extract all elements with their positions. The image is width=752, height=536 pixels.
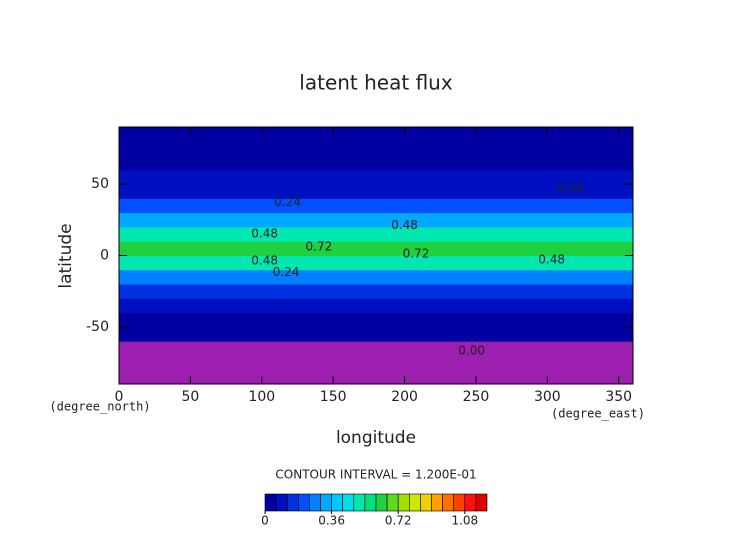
field-band — [119, 169, 633, 185]
x-tick-label: 250 — [463, 389, 490, 405]
field-band — [119, 212, 633, 228]
colorbar-tick-label: 0.72 — [385, 514, 412, 528]
field-band — [119, 155, 633, 171]
field-band — [119, 269, 633, 285]
contour-label: 0.24 — [273, 265, 300, 279]
chart-title: latent heat flux — [299, 71, 453, 95]
colorbar-swatch — [408, 493, 421, 512]
contour-interval: CONTOUR INTERVAL = 1.200E-01 — [275, 468, 476, 482]
y-axis-label: latitude — [56, 223, 76, 288]
field-band — [119, 326, 633, 342]
colorbar-swatch — [431, 493, 443, 512]
colorbar-tick-label: 1.08 — [451, 514, 478, 528]
colorbar-tick-label: 0 — [261, 514, 269, 528]
field-band — [119, 284, 633, 299]
colorbar-swatch — [264, 493, 277, 512]
contour-label: 0.72 — [306, 239, 333, 253]
colorbar-swatch — [286, 493, 299, 512]
colorbar-swatch — [320, 493, 332, 512]
contour-label: 0.24 — [557, 181, 584, 195]
y-tick-label: 50 — [91, 176, 109, 192]
colorbar-swatch — [442, 493, 455, 512]
contour-label: 0.72 — [403, 247, 430, 261]
contour-label: 0.48 — [251, 227, 278, 241]
colorbar-swatch — [364, 493, 377, 512]
x-tick-label: 0 — [115, 389, 124, 405]
field-band — [119, 341, 633, 356]
contour-label: 0.48 — [538, 252, 565, 266]
x-tick-label: 200 — [391, 389, 418, 405]
x-axis-label: longitude — [336, 428, 416, 448]
field-band — [119, 355, 633, 371]
field-band — [119, 127, 633, 142]
x-tick-label: 100 — [248, 389, 275, 405]
colorbar-swatch — [353, 493, 366, 512]
field-band — [119, 226, 633, 242]
colorbar-swatch — [420, 493, 432, 512]
colorbar-swatch — [331, 493, 344, 512]
contour-label: 0.48 — [391, 218, 418, 232]
colorbar-swatch — [453, 493, 466, 512]
field-band — [119, 141, 633, 157]
contour-label: 0.24 — [274, 195, 301, 209]
colorbar-swatch — [386, 493, 399, 512]
x-tick-label: 50 — [181, 389, 199, 405]
y-tick-label: 0 — [100, 248, 109, 264]
field-band — [119, 369, 633, 385]
x-tick-label: 350 — [605, 389, 632, 405]
contour-label: 0.48 — [251, 254, 278, 268]
field-band — [119, 241, 633, 256]
colorbar-swatch — [475, 493, 488, 512]
x-tick-label: 150 — [320, 389, 347, 405]
x-units: (degree_east) — [551, 407, 645, 421]
field-band — [119, 255, 633, 271]
colorbar-swatch — [464, 493, 477, 512]
field-band — [119, 198, 633, 214]
colorbar-swatch — [309, 493, 321, 512]
field-band — [119, 184, 633, 199]
colorbar-swatch — [397, 493, 410, 512]
field-band — [119, 298, 633, 314]
colorbar-swatch — [297, 493, 310, 512]
y-units: (degree_north) — [49, 400, 150, 414]
field-band — [119, 312, 633, 328]
colorbar-tick-label: 0.36 — [318, 514, 345, 528]
colorbar-swatch — [375, 493, 388, 512]
contour-label: 0.00 — [458, 344, 485, 358]
colorbar-swatch — [342, 493, 355, 512]
y-tick-label: -50 — [86, 319, 109, 335]
x-tick-label: 300 — [534, 389, 561, 405]
colorbar-swatch — [275, 493, 288, 512]
